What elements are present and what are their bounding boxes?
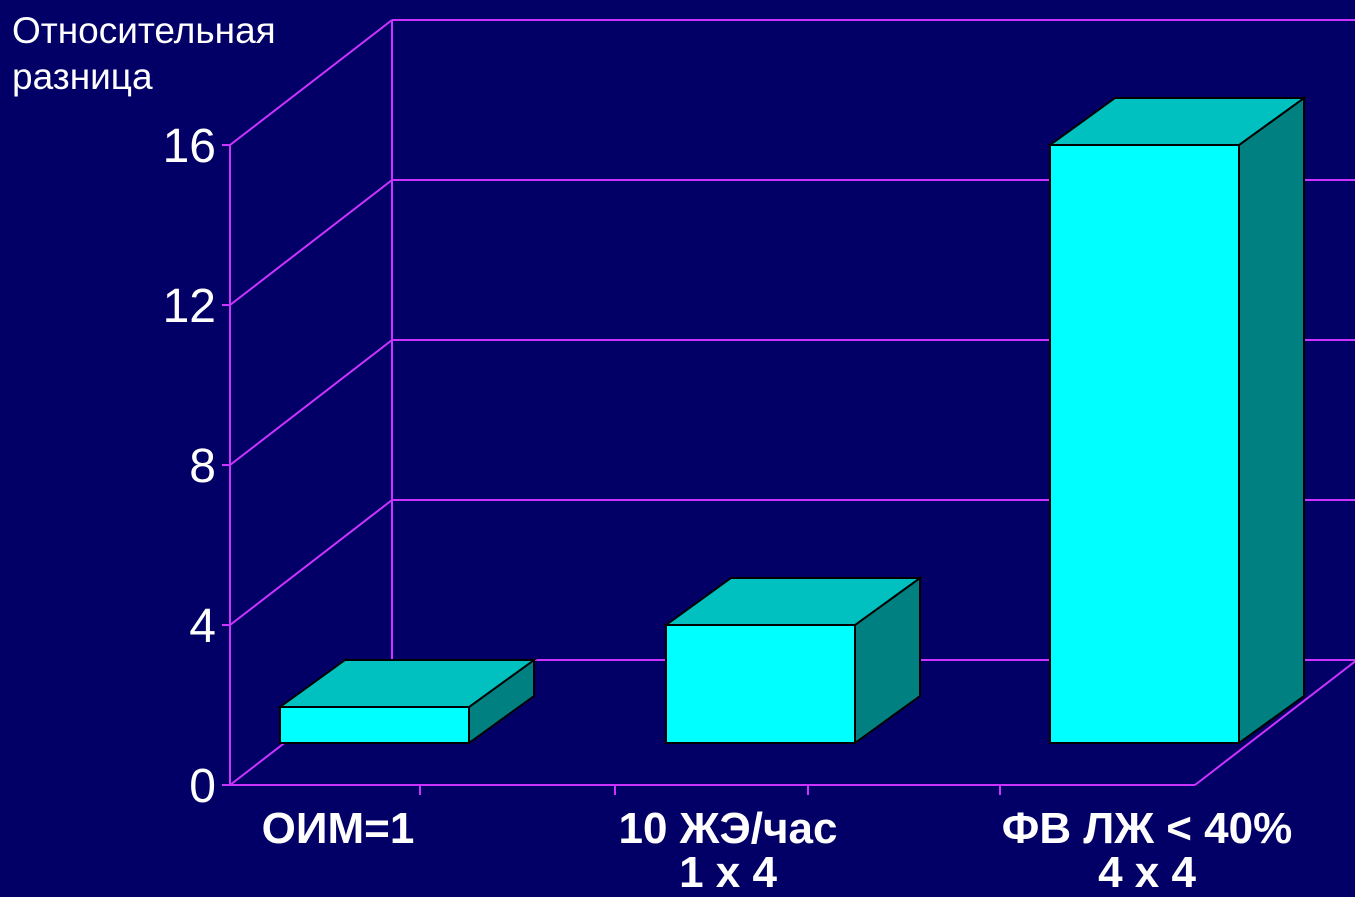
y-tick-label-1: 4 <box>189 600 216 653</box>
y-tick-label-0: 0 <box>189 760 216 813</box>
y-axis-title-line-1: Относительная <box>12 10 276 51</box>
x-category-label-2-line-1: ФВ ЛЖ < 40% <box>1002 804 1292 853</box>
y-tick-label-3: 12 <box>163 280 216 333</box>
y-tick-label-4: 16 <box>163 120 216 173</box>
x-category-label-1-line-2: 1 х 4 <box>679 848 777 897</box>
x-category-label-2-line-2: 4 х 4 <box>1098 848 1196 897</box>
y-tick-label-2: 8 <box>189 440 216 493</box>
x-category-label-0-line-1: ОИМ=1 <box>262 804 415 853</box>
bar-side-2 <box>1238 96 1305 745</box>
gridline-side-1 <box>229 499 393 626</box>
gridline-side-3 <box>229 179 393 306</box>
x-category-label-1-line-1: 10 ЖЭ/час <box>619 804 838 853</box>
floor-right-edge <box>1194 660 1355 786</box>
y-axis-title-line-2: разница <box>12 56 153 97</box>
bar-0 <box>279 706 470 744</box>
y-axis-title: Относительная разница <box>12 8 276 100</box>
bar-2 <box>1049 144 1240 744</box>
gridline-side-4 <box>229 19 393 146</box>
gridline-side-2 <box>229 339 393 466</box>
bar-1 <box>665 624 856 744</box>
